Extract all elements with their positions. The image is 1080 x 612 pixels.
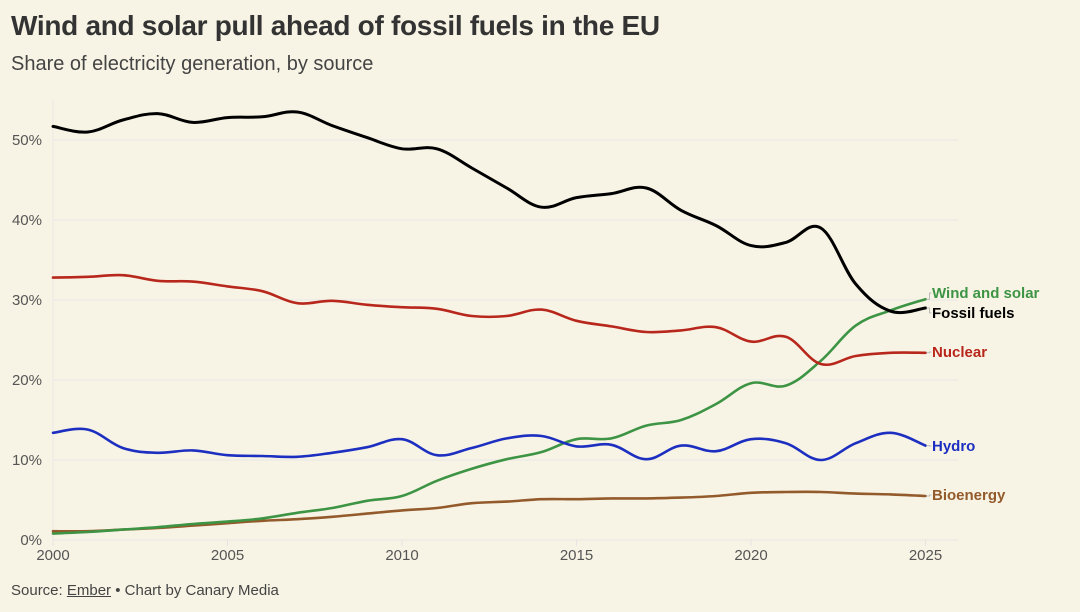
x-tick-label: 2025 bbox=[909, 547, 942, 564]
series-line-fossil-fuels bbox=[51, 110, 927, 315]
series-line-wind-and-solar bbox=[51, 297, 927, 535]
chart-title: Wind and solar pull ahead of fossil fuel… bbox=[11, 10, 660, 41]
label-connector bbox=[926, 494, 932, 497]
series-lines bbox=[51, 110, 927, 535]
series-line-bioenergy bbox=[51, 490, 927, 533]
series-label-hydro: Hydro bbox=[932, 438, 975, 455]
series-label-bioenergy: Bioenergy bbox=[932, 487, 1006, 504]
y-axis: 0% 10% 20% 30% 40% 50% bbox=[12, 132, 42, 549]
y-tick-label: 0% bbox=[20, 532, 42, 549]
source-prefix: Source: bbox=[11, 582, 67, 599]
gridlines bbox=[52, 100, 958, 541]
series-line-nuclear bbox=[51, 273, 927, 367]
x-tick-label: 2000 bbox=[36, 547, 69, 564]
series-label-fossil-fuels: Fossil fuels bbox=[932, 305, 1015, 322]
chart-credit: • Chart by Canary Media bbox=[111, 582, 279, 599]
y-tick-label: 40% bbox=[12, 212, 42, 229]
source-link-ember[interactable]: Ember bbox=[66, 582, 112, 599]
x-tick-label: 2010 bbox=[385, 547, 418, 564]
chart-subtitle: Share of electricity generation, by sour… bbox=[11, 53, 374, 75]
y-tick-label: 10% bbox=[12, 452, 42, 469]
label-connector bbox=[926, 292, 932, 300]
series-label-wind-and-solar: Wind and solar bbox=[932, 285, 1040, 302]
x-tick-label: 2015 bbox=[560, 547, 593, 564]
chart-footer: Source: Ember • Chart by Canary Media bbox=[11, 582, 279, 599]
x-tick-label: 2005 bbox=[211, 547, 244, 564]
label-connector bbox=[926, 351, 932, 354]
x-axis: 2000 2005 2010 2015 2020 2025 bbox=[36, 540, 942, 564]
y-tick-label: 30% bbox=[12, 292, 42, 309]
x-tick-label: 2020 bbox=[734, 547, 767, 564]
series-label-nuclear: Nuclear bbox=[932, 344, 987, 361]
y-tick-label: 50% bbox=[12, 132, 42, 149]
series-labels: Fossil fuels Nuclear Hydro Wind and solar Bi… bbox=[926, 285, 1040, 504]
label-connector bbox=[926, 307, 932, 314]
y-tick-label: 20% bbox=[12, 372, 42, 389]
series-line-hydro bbox=[51, 427, 927, 462]
